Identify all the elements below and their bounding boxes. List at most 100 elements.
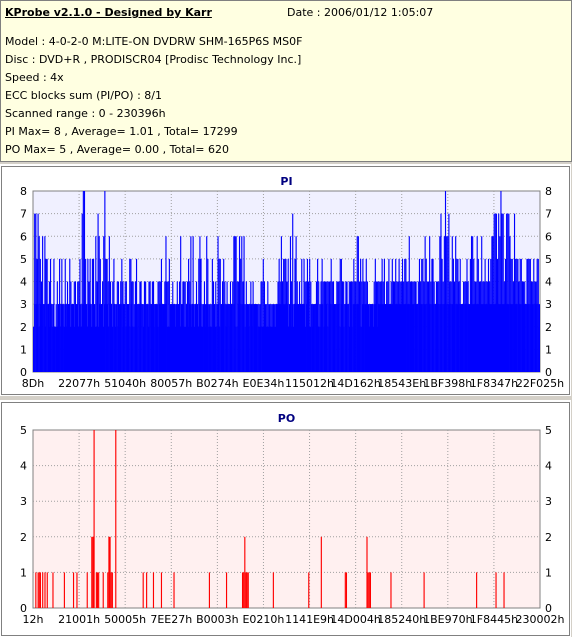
pi-bar	[276, 304, 278, 373]
pi-bar	[395, 304, 397, 373]
pi-xtick: 8Dh	[22, 377, 44, 390]
po-bar	[98, 572, 100, 608]
pi-bar	[530, 304, 532, 373]
pi-bar	[449, 304, 451, 373]
pi-bar	[219, 258, 221, 373]
pi-bar	[369, 304, 371, 373]
pi-bar	[342, 304, 344, 373]
pi-bar	[499, 236, 501, 372]
pi-bar	[232, 304, 234, 373]
pi-bar	[493, 213, 495, 373]
pi-bar	[456, 304, 458, 373]
pi-bar	[104, 191, 106, 372]
pi-bar	[323, 326, 325, 372]
pi-bar	[441, 304, 443, 373]
pi-bar	[38, 236, 40, 372]
pi-bar	[94, 326, 96, 372]
pi-bar	[391, 304, 393, 373]
pi-chart-panel: PI 0 0 1 1 2 2 3 3 4 4 5 5 6 6 7 7 8 8 8Dh 22077h 51040h 80057…	[0, 164, 571, 396]
pi-bar	[275, 304, 277, 373]
pi-bar	[388, 304, 391, 373]
pi-bar	[97, 213, 99, 373]
pi-bar	[193, 304, 195, 373]
pi-bar	[394, 304, 396, 373]
pi-bar	[424, 304, 426, 373]
pi-bar	[502, 304, 504, 373]
pi-bar	[36, 258, 38, 373]
pi-bar	[486, 304, 488, 373]
pi-ytick-right: 6	[545, 230, 552, 243]
pi-bar	[152, 304, 154, 373]
pi-xtick: 80057h	[150, 377, 192, 390]
pi-bar	[171, 304, 173, 373]
po-bar	[39, 572, 41, 608]
pi-bar	[97, 304, 99, 373]
pi-bar	[180, 304, 182, 373]
scan-info-panel: KProbe v2.1.0 - Designed by Karr Date : …	[0, 0, 572, 162]
pi-bar	[133, 304, 135, 373]
pi-bar	[356, 236, 358, 372]
pi-xtick: 22077h	[58, 377, 100, 390]
po-xtick: 1BE970h	[423, 613, 472, 626]
pi-bar	[121, 304, 123, 373]
pi-bar	[485, 304, 487, 373]
pi-summary: PI Max= 8 , Average= 1.01 , Total= 17299	[5, 125, 238, 138]
pi-bar	[438, 304, 440, 373]
pi-bar	[268, 326, 270, 372]
pi-bar	[146, 304, 148, 373]
pi-bar	[334, 304, 336, 373]
pi-bar	[498, 213, 500, 373]
pi-bar	[226, 326, 228, 372]
pi-bar	[534, 304, 536, 373]
pi-bar	[480, 304, 482, 373]
pi-bar	[261, 326, 264, 372]
pi-bar	[348, 326, 351, 372]
pi-bar	[422, 304, 424, 373]
pi-bar	[461, 304, 463, 373]
pi-bar	[181, 304, 183, 373]
pi-bar	[157, 326, 159, 372]
pi-bar	[309, 258, 311, 373]
pi-bar	[209, 326, 211, 372]
po-xtick: 21001h	[58, 613, 100, 626]
pi-bar	[117, 326, 119, 372]
pi-bar	[247, 304, 249, 373]
pi-bar	[358, 304, 360, 373]
pi-bar	[492, 236, 494, 372]
pi-bar	[243, 236, 245, 372]
pi-bar	[158, 304, 161, 373]
pi-bar	[366, 304, 368, 373]
po-summary: PO Max= 5 , Average= 0.00 , Total= 620	[5, 143, 229, 156]
po-xtick: E0210h	[242, 613, 284, 626]
pi-bar	[85, 304, 87, 373]
pi-bar	[192, 304, 194, 373]
po-bar	[423, 572, 425, 608]
pi-bar	[304, 304, 306, 373]
pi-bar	[493, 304, 495, 373]
po-ytick-left: 5	[20, 424, 27, 437]
pi-bar	[505, 304, 507, 373]
pi-bar	[75, 304, 77, 373]
pi-bar	[473, 304, 475, 373]
pi-bar	[507, 213, 509, 373]
pi-bar	[329, 304, 331, 373]
pi-bar	[102, 326, 104, 372]
pi-bar	[390, 304, 392, 373]
pi-bar	[144, 304, 146, 373]
pi-bar	[521, 304, 523, 373]
pi-bar	[218, 304, 220, 373]
pi-bar	[130, 304, 132, 373]
pi-bar	[83, 304, 85, 373]
pi-bar	[61, 304, 63, 373]
pi-bar	[299, 304, 301, 373]
pi-bar	[295, 304, 297, 373]
ecc-blocks: ECC blocks sum (PI/PO) : 8/1	[5, 89, 162, 102]
pi-bar	[165, 304, 167, 373]
pi-bar	[288, 326, 290, 372]
po-bar	[46, 572, 48, 608]
pi-bar	[363, 304, 365, 373]
pi-bar	[92, 258, 95, 373]
pi-bar	[280, 304, 282, 373]
pi-bar	[523, 304, 526, 373]
po-bar	[52, 572, 54, 608]
